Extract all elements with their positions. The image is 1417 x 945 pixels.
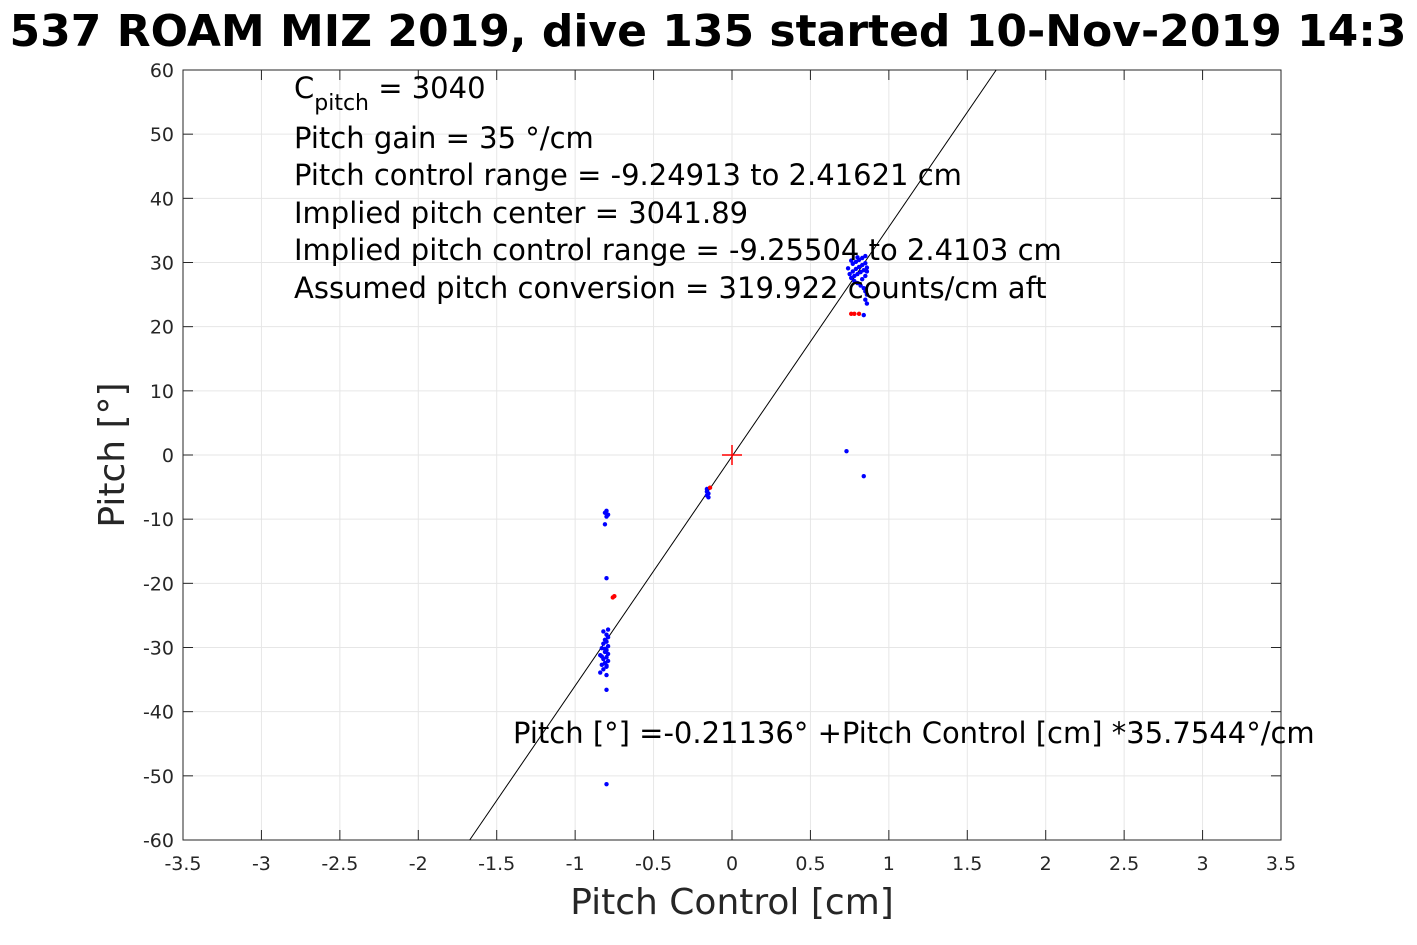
x-tick-label: -1 xyxy=(566,853,585,875)
data-point-blue xyxy=(845,266,851,271)
y-tick-label: 10 xyxy=(150,381,174,403)
data-point-blue xyxy=(864,265,870,270)
annotation-c-pitch: Cpitch = 3040 xyxy=(294,71,486,116)
data-point-blue xyxy=(864,269,870,274)
data-point-blue xyxy=(598,670,603,675)
x-tick-labels: -3.5 -3 -2.5 -2 -1.5 -1 -0.5 0 0.5 1 1.5 2 2.5 3 3.5 xyxy=(164,853,1296,875)
x-tick-label: 0 xyxy=(726,853,738,875)
x-tick-label: 3 xyxy=(1197,853,1209,875)
annotation-block: Cpitch = 3040 Pitch gain = 35 °/cm Pitch… xyxy=(294,71,1315,750)
center-marker-group xyxy=(722,445,742,465)
annotation-c-pitch-rest: = 3040 xyxy=(369,71,486,105)
annotation-fit-equation: Pitch [°] =-0.21136° +Pitch Control [cm]… xyxy=(513,716,1315,750)
x-tick-label: 1.5 xyxy=(952,853,982,875)
y-tick-label: -40 xyxy=(143,702,174,724)
data-point-blue xyxy=(605,644,611,649)
data-point-blue xyxy=(604,576,609,581)
axis-ticks xyxy=(182,69,1282,841)
data-point-red xyxy=(849,311,854,317)
data-point-red xyxy=(852,311,857,317)
data-point-blue xyxy=(599,654,605,659)
x-tick-label: -3 xyxy=(252,853,271,875)
data-point-blue xyxy=(859,276,865,282)
y-tick-label: -10 xyxy=(143,509,174,531)
y-tick-label: 40 xyxy=(150,188,174,210)
x-tick-label: 3.5 xyxy=(1266,853,1296,875)
annotation-pitch-gain: Pitch gain = 35 °/cm xyxy=(294,121,594,155)
x-axis-label: Pitch Control [cm] xyxy=(570,882,894,923)
annotation-implied-center: Implied pitch center = 3041.89 xyxy=(294,196,748,230)
data-point-blue xyxy=(604,687,609,693)
annotation-implied-range: Implied pitch control range = -9.25504 t… xyxy=(294,233,1062,267)
x-tick-label: -3.5 xyxy=(164,853,201,875)
y-tick-label: 0 xyxy=(162,445,174,467)
y-tick-label: 20 xyxy=(150,317,174,339)
data-point-blue xyxy=(602,522,608,527)
data-point-blue xyxy=(601,667,606,672)
x-tick-label: -2 xyxy=(409,853,428,875)
chart-title: 537 ROAM MIZ 2019, dive 135 started 10-N… xyxy=(10,6,1407,57)
data-point-blue xyxy=(864,292,870,297)
y-tick-label: -60 xyxy=(143,830,174,852)
data-point-blue xyxy=(863,253,868,259)
data-point-blue xyxy=(850,269,855,274)
data-points xyxy=(598,253,870,787)
grid-lines xyxy=(182,69,1282,841)
data-point-blue xyxy=(849,258,854,263)
data-point-blue xyxy=(601,629,606,634)
x-tick-label: -2.5 xyxy=(321,853,358,875)
x-tick-label: 1 xyxy=(883,853,895,875)
data-point-blue xyxy=(861,473,866,479)
y-axis-label: Pitch [°] xyxy=(92,382,133,527)
y-tick-label: 30 xyxy=(150,253,174,275)
annotation-c-pitch-sub: pitch xyxy=(314,91,369,116)
data-point-blue xyxy=(604,781,609,787)
y-tick-labels: -60 -50 -40 -30 -20 -10 0 10 20 30 40 50 60 xyxy=(143,60,174,852)
data-point-blue xyxy=(599,662,605,668)
x-tick-label: 0.5 xyxy=(795,853,825,875)
x-tick-label: -1.5 xyxy=(478,853,515,875)
annotation-conversion: Assumed pitch conversion = 319.922 count… xyxy=(294,271,1047,305)
data-point-red xyxy=(707,485,713,490)
data-point-blue xyxy=(604,672,609,678)
annotation-c-pitch-main: C xyxy=(294,71,314,105)
data-point-blue xyxy=(858,283,863,288)
data-point-blue xyxy=(864,301,870,306)
y-tick-label: -30 xyxy=(143,638,174,660)
data-point-red xyxy=(856,311,862,317)
data-point-blue xyxy=(605,627,611,632)
data-point-blue xyxy=(604,663,609,668)
data-point-blue xyxy=(605,635,611,640)
data-point-blue xyxy=(863,297,868,302)
data-point-blue xyxy=(863,260,868,266)
data-point-blue xyxy=(706,495,711,500)
y-tick-label: -20 xyxy=(143,573,174,595)
data-point-blue xyxy=(601,641,606,646)
x-tick-label: -0.5 xyxy=(635,853,672,875)
y-tick-label: -50 xyxy=(143,766,174,788)
data-point-red xyxy=(612,593,617,599)
data-point-blue xyxy=(855,255,860,260)
data-point-blue xyxy=(863,273,868,279)
data-point-blue xyxy=(602,646,608,651)
y-tick-label: 60 xyxy=(150,60,174,82)
annotation-control-range: Pitch control range = -9.24913 to 2.4162… xyxy=(294,158,962,192)
data-point-blue xyxy=(861,312,866,318)
data-point-blue xyxy=(604,514,609,519)
data-point-blue xyxy=(847,271,852,277)
x-tick-label: 2 xyxy=(1040,853,1052,875)
x-tick-label: 2.5 xyxy=(1109,853,1139,875)
data-point-blue xyxy=(844,448,849,454)
y-tick-label: 50 xyxy=(150,124,174,146)
data-point-blue xyxy=(852,278,857,284)
